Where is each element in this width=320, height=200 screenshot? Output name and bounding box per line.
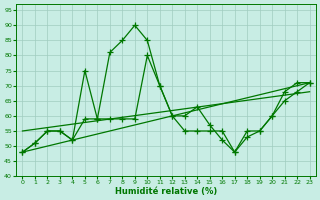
X-axis label: Humidité relative (%): Humidité relative (%) xyxy=(115,187,217,196)
